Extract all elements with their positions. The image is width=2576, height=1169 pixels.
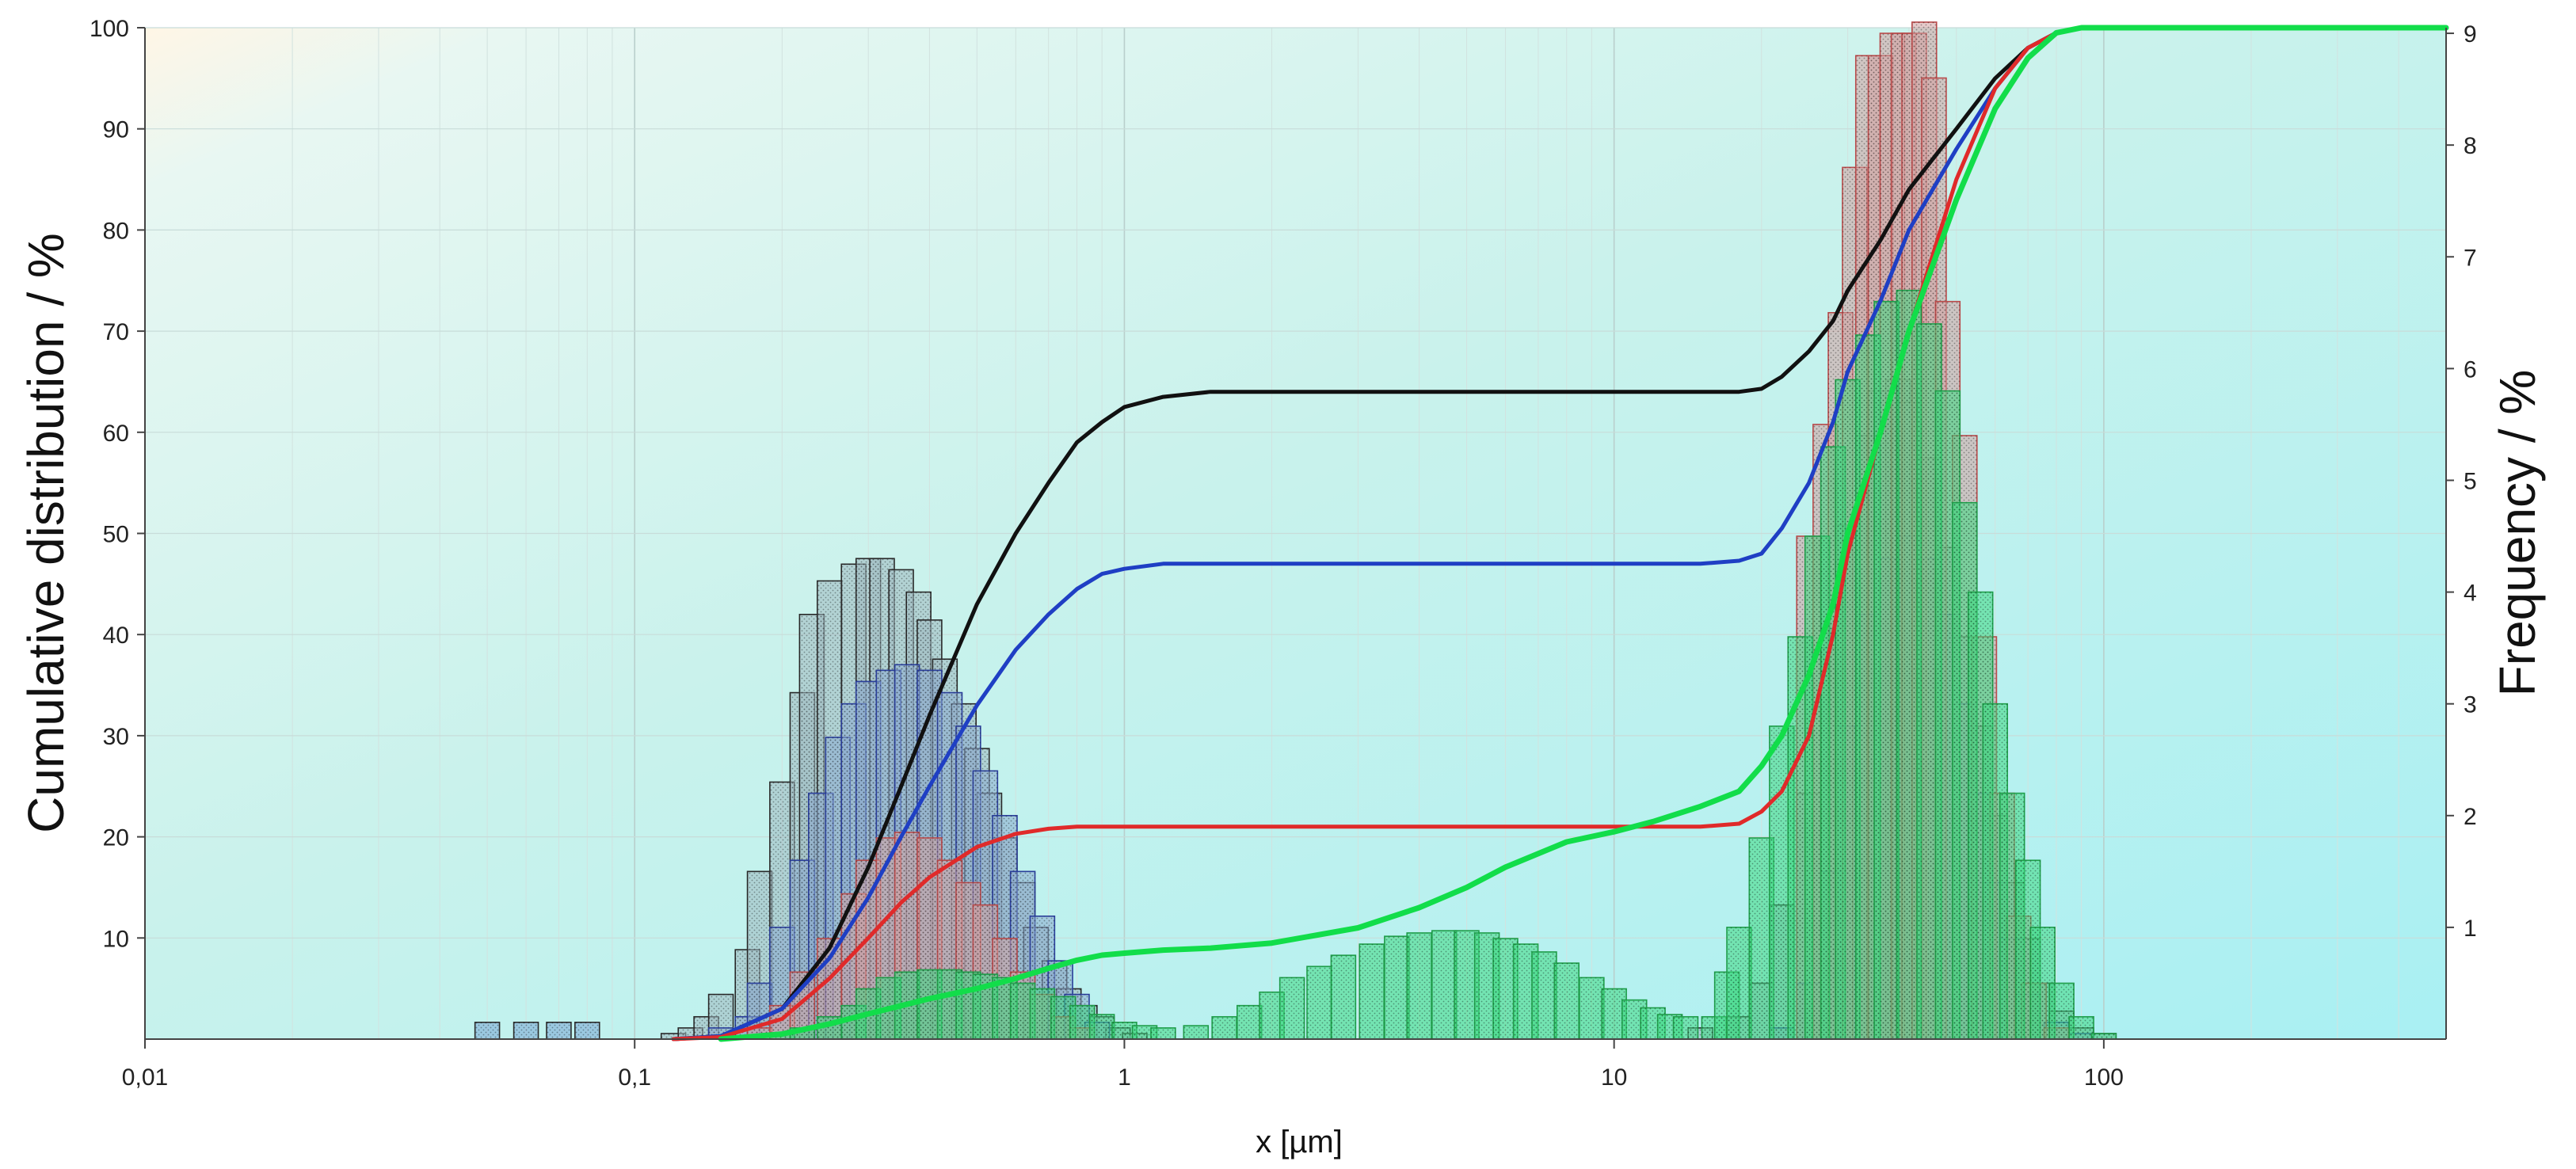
cumulative-line-green [718, 25, 2449, 1042]
x-tick-label: 100 [2084, 1064, 2124, 1091]
y-right-tick-label: 3 [2464, 692, 2477, 718]
y-left-tick-label: 90 [103, 117, 129, 143]
y-left-tick-label: 10 [103, 926, 129, 952]
cumulative-line-black [671, 25, 2448, 1041]
frequency-bar-texture [547, 1022, 571, 1039]
y-right-tick-label: 9 [2464, 21, 2477, 48]
frequency-bar-texture [1279, 977, 1305, 1039]
y-left-axis-label: Cumulative distribution / % [17, 233, 74, 833]
frequency-bar-texture [574, 1022, 600, 1039]
frequency-bar-texture [1384, 936, 1409, 1039]
y-left-tick-label: 40 [103, 623, 129, 649]
y-right-axis-label: Frequency / % [2489, 370, 2546, 697]
y-right-tick-label: 6 [2464, 356, 2477, 383]
y-right-tick-label: 5 [2464, 468, 2477, 494]
x-tick-label: 1 [1118, 1064, 1131, 1091]
cumulative-curves [671, 25, 2449, 1042]
y-right-tick-label: 7 [2464, 245, 2477, 271]
x-tick-label: 10 [1601, 1064, 1627, 1091]
frequency-bar-texture [1532, 951, 1557, 1039]
frequency-bar-texture [1307, 966, 1332, 1039]
y-right-tick-label: 8 [2464, 133, 2477, 159]
frequency-bar-texture [1673, 1016, 1698, 1039]
frequency-bar-texture [1183, 1026, 1209, 1039]
frequency-bar-texture [1089, 1014, 1115, 1039]
frequency-bar-texture [1150, 1027, 1176, 1039]
y-left-tick-label: 80 [103, 218, 129, 244]
y-left-tick-label: 30 [103, 724, 129, 750]
x-axis-ticks: 0,01 0,1 1 10 100 [122, 1039, 2124, 1091]
y-right-tick-label: 1 [2464, 916, 2477, 942]
y-left-tick-label: 60 [103, 421, 129, 447]
frequency-bar-texture [1579, 977, 1604, 1039]
frequency-bar-texture [1407, 932, 1432, 1039]
y-left-tick-label: 50 [103, 522, 129, 548]
x-axis-label: x [µm] [1256, 1125, 1343, 1159]
x-tick-label: 0,01 [122, 1064, 168, 1091]
frequency-bar-texture [1331, 955, 1356, 1039]
frequency-histograms [474, 21, 2117, 1040]
frequency-series-fine-tail [474, 1022, 600, 1040]
frequency-bar-texture [1212, 1016, 1237, 1039]
cumulative-line-red [671, 25, 2448, 1041]
frequency-bar-texture [661, 1033, 686, 1039]
y-left-tick-label: 100 [90, 16, 129, 42]
frequency-bar-texture [1237, 1005, 1262, 1039]
frequency-bar-texture [1554, 963, 1580, 1039]
y-left-tick-label: 70 [103, 319, 129, 345]
y-right-tick-label: 2 [2464, 804, 2477, 830]
frequency-bar-texture [1874, 301, 1900, 1040]
y-left-tick-label: 20 [103, 825, 129, 851]
frequency-bar-texture [1431, 931, 1457, 1039]
x-tick-label: 0,1 [618, 1064, 651, 1091]
frequency-bar-texture [2091, 1033, 2117, 1039]
left-axis-ticks: 10 20 30 40 50 60 70 80 90 100 [90, 16, 145, 952]
frequency-bar-texture [474, 1022, 500, 1039]
frequency-bar-texture [1727, 927, 1751, 1039]
frequency-bar-texture [513, 1022, 539, 1039]
y-right-tick-label: 4 [2464, 581, 2477, 607]
frequency-bar-texture [2069, 1016, 2094, 1039]
right-axis-ticks: 1 2 3 4 5 6 7 8 9 [2446, 21, 2477, 942]
frequency-bar-texture [1111, 1022, 1137, 1039]
frequency-bar-texture [1359, 944, 1385, 1039]
